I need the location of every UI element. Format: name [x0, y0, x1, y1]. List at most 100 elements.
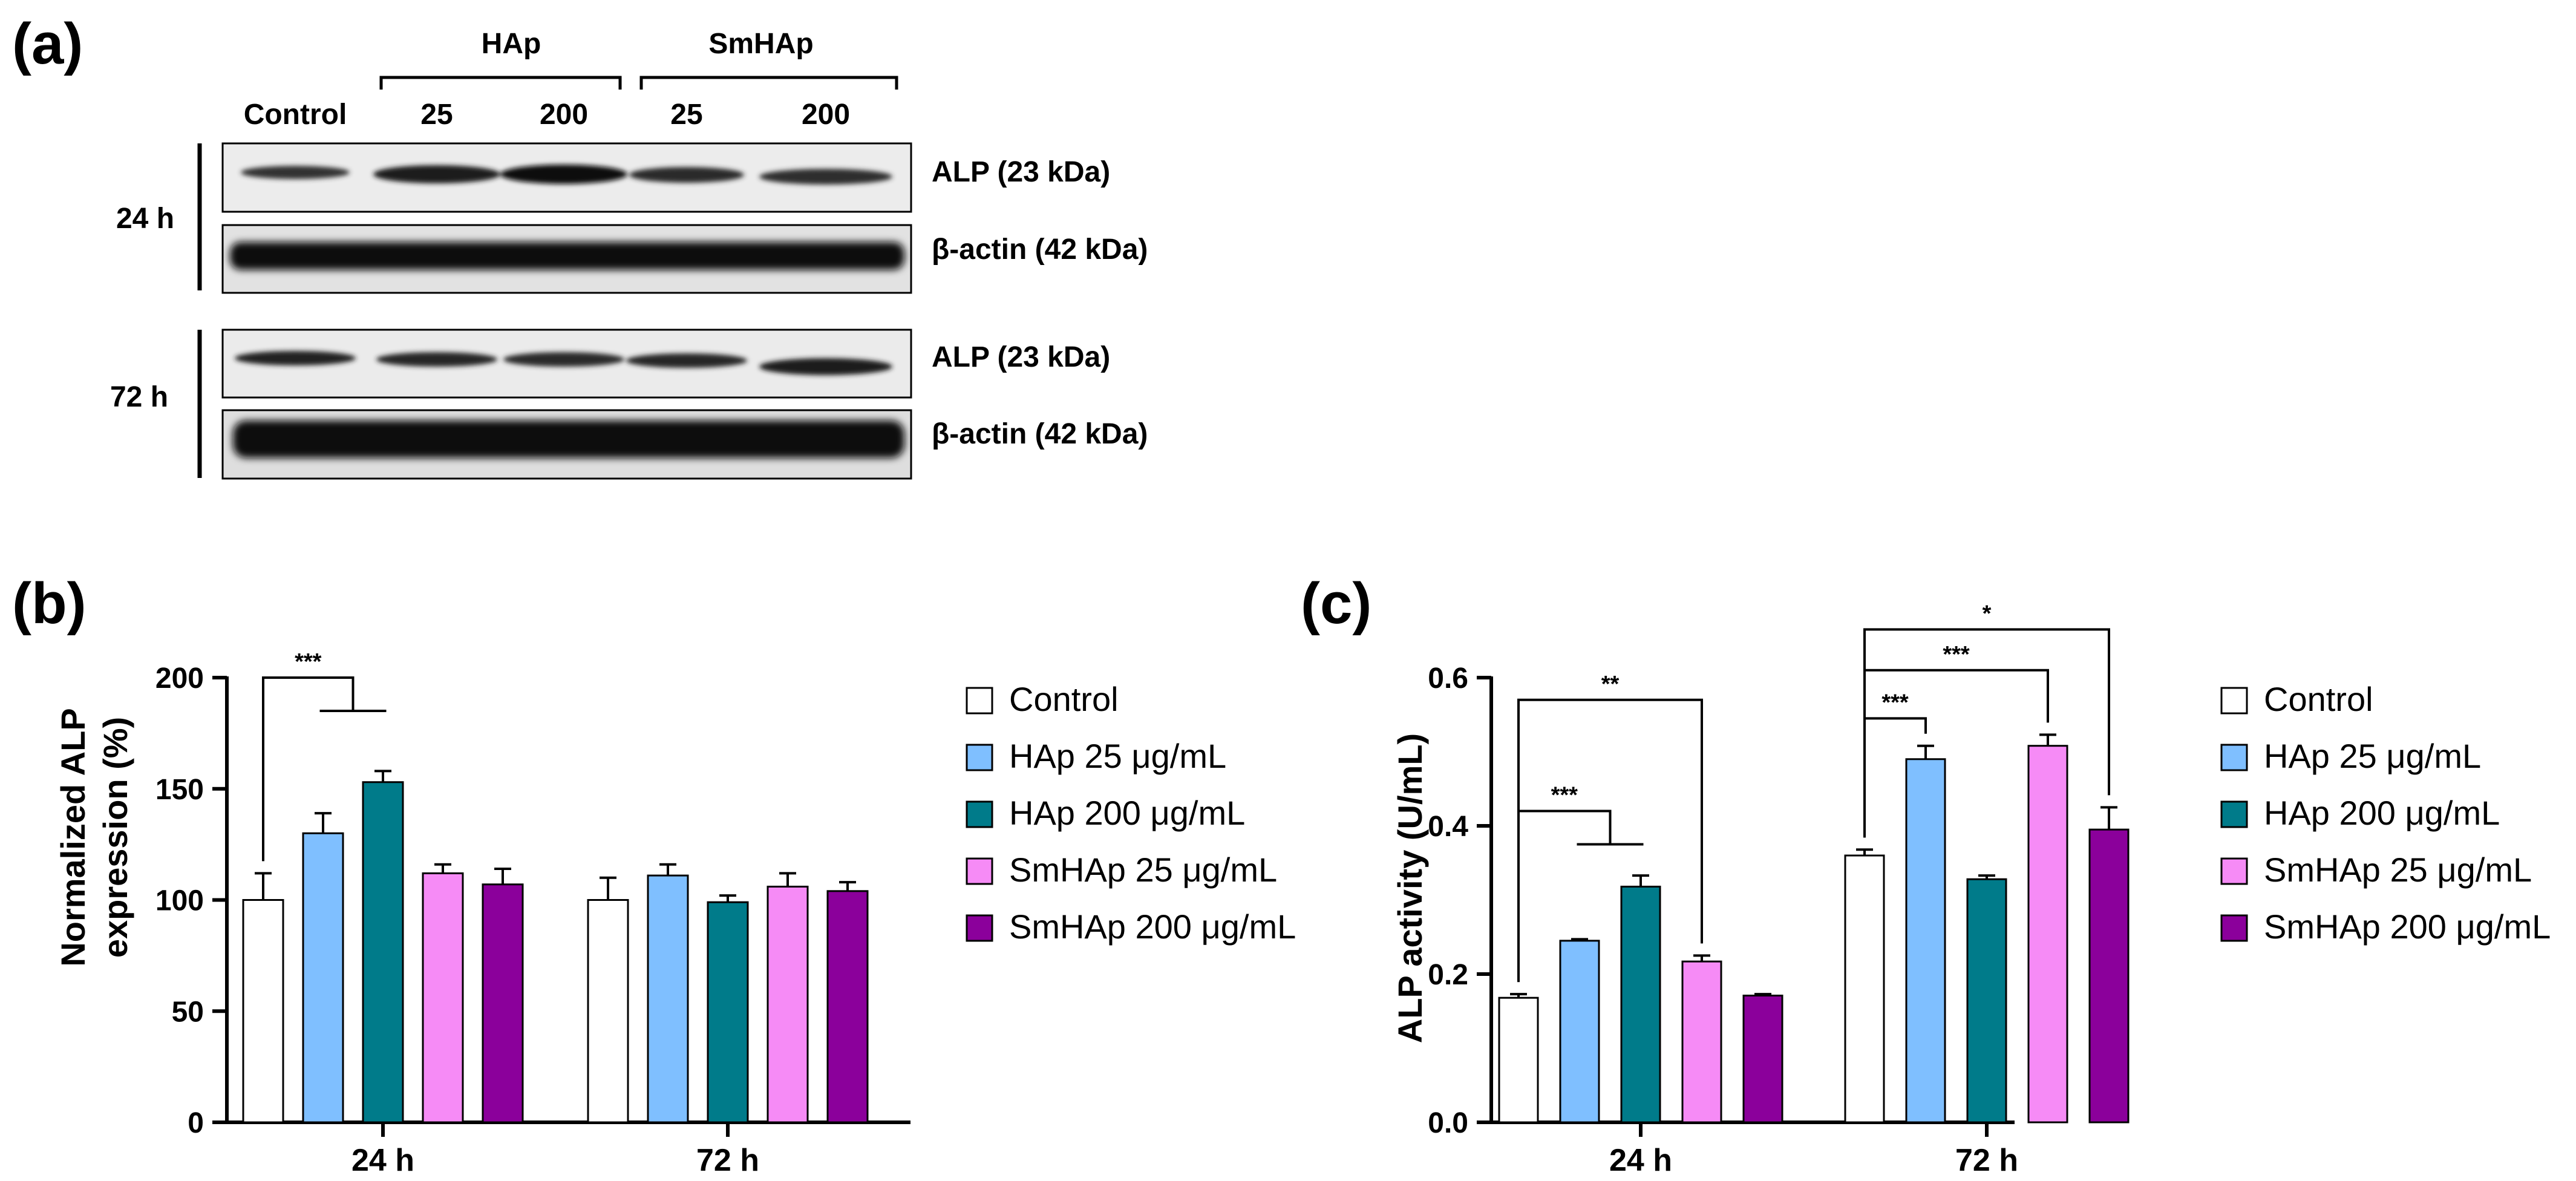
bar [1681, 960, 1722, 1124]
bar [587, 899, 629, 1124]
bar [482, 883, 524, 1124]
legend-label: Control [1009, 680, 1119, 718]
bar [1498, 996, 1539, 1124]
chart-b-ylabel-line2: expression (%) [96, 717, 134, 958]
band [235, 351, 356, 365]
bar [1559, 940, 1600, 1124]
legend-swatch [2220, 857, 2248, 885]
lane-label-smhap-200: 200 [802, 99, 850, 131]
bar [242, 899, 284, 1124]
band [626, 353, 747, 368]
band [241, 166, 350, 179]
legend-label: SmHAp 25 μg/mL [2264, 851, 2532, 889]
band [759, 169, 892, 185]
significance-label: * [1983, 601, 1992, 626]
legend-swatch [2220, 914, 2248, 942]
timepoint-label-24h: 24 h [116, 203, 174, 235]
band [500, 165, 627, 184]
chart-b-legend: Control HAp 25 μg/mL HAp 200 μg/mL SmHAp 25… [966, 680, 1296, 946]
band [759, 358, 892, 375]
legend-swatch [966, 687, 993, 715]
significance-bracket [1517, 698, 1703, 983]
legend-label: Control [2264, 680, 2373, 718]
chart-b: (b) Normalized ALP expression (%) 0 50 100… [12, 571, 1296, 1178]
x-tick-label: 72 h [1955, 1143, 2018, 1178]
y-tick-label: 0.0 [1428, 1107, 1468, 1139]
bar [1742, 995, 1783, 1124]
significance-label: *** [295, 649, 322, 675]
group-label-smhap: SmHAp [708, 28, 813, 60]
legend-swatch [966, 744, 993, 771]
band [373, 165, 500, 183]
x-tick-label: 72 h [696, 1143, 759, 1178]
x-tick-label: 24 h [1609, 1143, 1672, 1178]
legend-label: HAp 25 μg/mL [2264, 737, 2481, 775]
chart-c: (c) ALP activity (U/mL) 0.0 0.2 0.4 0.6 24 h… [1301, 571, 2551, 1178]
significance-label: *** [1551, 783, 1578, 808]
band [629, 167, 744, 183]
bar [767, 885, 809, 1124]
panel-c-label: (c) [1301, 571, 1371, 636]
lane-label-control: Control [244, 99, 347, 131]
chart-c-ylabel: ALP activity (U/mL) [1391, 733, 1429, 1043]
lane-label-hap-200: 200 [540, 99, 588, 131]
bar [2088, 828, 2130, 1124]
bar [1620, 885, 1661, 1124]
bar [826, 890, 869, 1124]
group-bracket-hap [379, 76, 622, 90]
bar [422, 872, 464, 1124]
panel-a: (a) HAp SmHAp Control 25 200 25 200 24 h… [12, 11, 1148, 480]
band [503, 352, 624, 367]
timepoint-label-72h: 72 h [110, 381, 168, 413]
bar [302, 832, 344, 1124]
group-bracket-smhap [639, 76, 898, 90]
legend-swatch [966, 914, 993, 942]
x-tick-label: 24 h [351, 1143, 414, 1178]
band-label-alp-72h: ALP (23 kDa) [932, 341, 1110, 373]
bar [1966, 878, 2007, 1124]
chart-b-ylabel-line1: Normalized ALP [54, 708, 92, 966]
y-tick-label: 0 [188, 1107, 204, 1139]
significance-label: ** [1601, 672, 1620, 697]
legend-swatch [966, 800, 993, 828]
significance-bracket [262, 676, 355, 862]
significance-label: *** [1881, 690, 1909, 715]
chart-c-legend: Control HAp 25 μg/mL HAp 200 μg/mL SmHAp 25… [2220, 680, 2551, 946]
band [376, 352, 497, 367]
lane-label-hap-25: 25 [420, 99, 453, 131]
panel-a-label: (a) [12, 11, 83, 76]
blot-24h-actin [221, 224, 912, 294]
band-label-actin-72h: β-actin (42 kDa) [932, 418, 1148, 450]
legend-swatch [2220, 800, 2248, 828]
significance-bracket [1863, 628, 2110, 838]
lane-label-smhap-25: 25 [670, 99, 702, 131]
legend-label: SmHAp 200 μg/mL [2264, 908, 2551, 946]
group-label-hap: HAp [482, 28, 541, 60]
bar [707, 901, 749, 1124]
legend-label: SmHAp 25 μg/mL [1009, 851, 1277, 889]
legend-label: HAp 25 μg/mL [1009, 737, 1226, 775]
y-tick-label: 0.6 [1428, 662, 1468, 695]
panel-b-label: (b) [12, 571, 87, 636]
y-tick-label: 100 [155, 885, 204, 917]
y-tick-label: 200 [155, 662, 204, 695]
legend-swatch [966, 857, 993, 885]
significance-label: *** [1943, 642, 1970, 667]
blot-72h-alp [221, 329, 912, 399]
legend-label: HAp 200 μg/mL [1009, 794, 1245, 832]
y-tick-label: 150 [155, 774, 204, 806]
y-tick-label: 50 [172, 996, 204, 1028]
bar [1905, 758, 1946, 1124]
band-label-alp-24h: ALP (23 kDa) [932, 156, 1110, 188]
blot-72h-actin [221, 409, 912, 480]
bar [647, 874, 689, 1124]
band-label-actin-24h: β-actin (42 kDa) [932, 234, 1148, 266]
y-tick-label: 0.2 [1428, 959, 1468, 991]
bar [1844, 854, 1885, 1124]
legend-swatch [2220, 744, 2248, 771]
legend-swatch [2220, 687, 2248, 715]
bar [362, 781, 404, 1124]
blot-24h-alp [221, 142, 912, 213]
legend-label: HAp 200 μg/mL [2264, 794, 2500, 832]
